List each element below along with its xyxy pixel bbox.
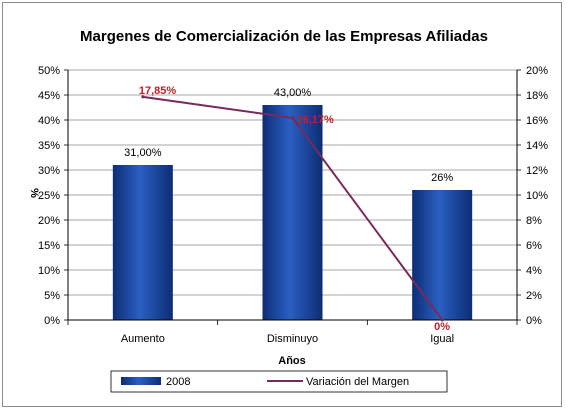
x-tick-label: Disminuyo — [267, 333, 318, 345]
bar-aumento — [112, 165, 173, 320]
y2-tick-label: 10% — [526, 190, 548, 202]
y2-tick-label: 12% — [526, 165, 548, 177]
y2-tick-label: 8% — [526, 215, 542, 227]
legend-label-variacion: Variación del Margen — [306, 376, 409, 388]
y-tick-label: 40% — [38, 115, 60, 127]
y-tick-label: 15% — [38, 240, 60, 252]
y-tick-label: 10% — [38, 265, 60, 277]
chart-frame: Margenes de Comercialización de las Empr… — [2, 2, 562, 407]
bar-data-label: 26% — [431, 172, 453, 184]
y-tick-label: 45% — [38, 90, 60, 102]
y2-tick-label: 20% — [526, 65, 548, 77]
y-tick-label: 35% — [38, 140, 60, 152]
chart-title: Margenes de Comercialización de las Empr… — [80, 28, 488, 45]
line-point — [440, 318, 444, 322]
y2-tick-label: 0% — [526, 315, 542, 327]
y2-tick-label: 4% — [526, 265, 542, 277]
line-point — [291, 116, 294, 120]
legend: 2008 Variación del Margen — [110, 370, 448, 393]
x-tick-label: Aumento — [121, 333, 165, 345]
line-data-label: 17,85% — [139, 85, 177, 97]
y-tick-label: 5% — [44, 290, 60, 302]
y-tick-label: 20% — [38, 215, 60, 227]
bar-disminuyo — [262, 105, 323, 320]
x-axis-title: Años — [278, 355, 306, 367]
y2-tick-label: 18% — [526, 90, 548, 102]
y-tick-label: 25% — [38, 190, 60, 202]
line-point — [141, 95, 145, 99]
x-tick-label: Igual — [430, 333, 454, 345]
line-data-label: 16,17% — [297, 114, 335, 126]
y-tick-label: 0% — [44, 315, 60, 327]
legend-swatch-2008 — [121, 377, 161, 385]
bar-data-label: 43,00% — [274, 87, 312, 99]
y2-tick-label: 6% — [526, 240, 542, 252]
y2-tick-label: 2% — [526, 290, 542, 302]
legend-label-2008: 2008 — [166, 376, 190, 388]
line-data-label: 0% — [434, 321, 450, 333]
bar-data-label: 31,00% — [124, 147, 162, 159]
bar-igual — [412, 190, 473, 320]
y-axis-title: % — [28, 188, 40, 198]
y2-tick-label: 16% — [526, 115, 548, 127]
chart-svg: Margenes de Comercialización de las Empr… — [28, 28, 548, 393]
y-tick-label: 50% — [38, 65, 60, 77]
y-tick-label: 30% — [38, 165, 60, 177]
y2-tick-label: 14% — [526, 140, 548, 152]
